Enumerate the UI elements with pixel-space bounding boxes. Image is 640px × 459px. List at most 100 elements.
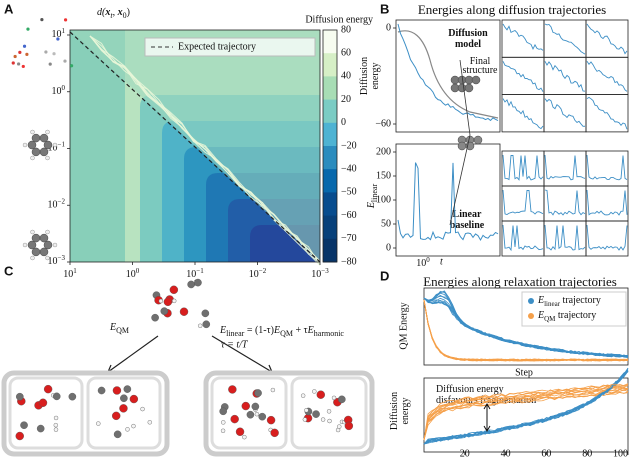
tick-label: 10−3 (48, 254, 66, 268)
subplot-frame (501, 220, 545, 257)
tick-exp: −2 (259, 267, 267, 275)
atom (266, 415, 276, 425)
atom (119, 404, 128, 413)
colorbar-tick: 60 (341, 47, 351, 58)
y-tick-label: 100 (376, 194, 391, 205)
y-tick-label: 0 (386, 242, 391, 253)
legend-box (144, 37, 316, 57)
equation: τ = t/T (221, 339, 249, 350)
atom (52, 142, 58, 148)
y-tick-label: 150 (376, 170, 391, 181)
atom (327, 418, 332, 424)
atom (26, 27, 30, 31)
atom (44, 50, 48, 54)
equation: Elinear = (1-τ)EQM + τEharmonic (219, 325, 344, 338)
y-label: Elinear (366, 184, 379, 210)
curve (423, 391, 629, 441)
x-tick-label: 60 (541, 448, 551, 459)
atom (251, 402, 260, 411)
subplot-frame (585, 56, 629, 95)
atom (31, 233, 41, 243)
tick-label: 10−3 (311, 267, 329, 281)
tick-exp: −2 (58, 197, 66, 205)
y-label: QM Energy (398, 302, 409, 349)
atom (129, 394, 139, 404)
subplot-curve (502, 98, 544, 130)
subplot-curve (544, 23, 586, 55)
legend-box (521, 291, 627, 327)
legend-text: Elinear trajectory (537, 295, 601, 307)
atom (39, 247, 49, 257)
atom (22, 142, 28, 148)
atom (160, 307, 169, 315)
atom (337, 424, 342, 429)
diffusion-top-text: Diffusionenergy Diffusion model Final stru… (359, 28, 498, 269)
tick-label: 100 (126, 267, 140, 281)
tick-base: 10 (311, 269, 321, 280)
subplot-curve (502, 61, 544, 92)
curve (423, 384, 629, 441)
atom (30, 229, 35, 235)
atom (254, 411, 260, 417)
x-tick-label: 100 (416, 256, 430, 270)
subplot-frame (585, 94, 629, 133)
atom (302, 417, 308, 422)
atom (457, 141, 467, 151)
atom (201, 309, 210, 318)
colorbar-cell (323, 169, 337, 193)
subplot-curve (586, 189, 628, 216)
atom (52, 392, 61, 401)
atom (53, 415, 59, 421)
atom (123, 385, 132, 393)
atom (13, 54, 17, 59)
tick-base: 10 (48, 200, 58, 211)
atom (344, 421, 354, 431)
atom (230, 414, 239, 424)
tick-exp: 1 (73, 267, 77, 275)
atom (300, 393, 306, 398)
atom (131, 423, 136, 429)
curve (423, 370, 629, 445)
atom (304, 408, 309, 413)
atom (169, 285, 179, 294)
subplot-curve (544, 61, 586, 92)
panel-title: Energies along diffusion trajectories (418, 2, 606, 17)
atom (43, 384, 53, 394)
legend-swatch (528, 313, 534, 319)
subplot-frame (501, 150, 545, 187)
subplot-frame (585, 19, 629, 58)
atom (172, 298, 177, 304)
subplot-frame (501, 185, 545, 222)
atom (11, 61, 15, 65)
colorbar-tick: −20 (341, 140, 357, 151)
atom (21, 64, 25, 69)
subplot-curve (544, 189, 586, 216)
atom (220, 428, 226, 433)
subplot-curve (502, 154, 544, 181)
tick-label: 10−2 (249, 267, 267, 281)
legend-symbol: E (537, 295, 544, 306)
atom (471, 75, 481, 85)
atom (270, 428, 279, 438)
colorbar-tick: −40 (341, 163, 357, 174)
pointer (459, 59, 471, 136)
tick-exp: 0 (62, 83, 66, 91)
atom (246, 410, 255, 419)
panel-label: D (380, 268, 389, 283)
atom (30, 129, 35, 135)
y-tick-label: 50 (381, 218, 391, 229)
colorbar-cell (323, 53, 337, 77)
legend-sub: linear (544, 300, 561, 308)
subplot-frame (585, 185, 629, 222)
atom (38, 398, 48, 407)
colorbar-tick: 0 (341, 117, 346, 128)
trajectory (89, 35, 321, 266)
subplot-frame (585, 220, 629, 257)
tick-base: 10 (48, 256, 58, 267)
atom (197, 323, 203, 328)
arrow-head (483, 403, 491, 432)
atom (36, 424, 45, 433)
legend-text: Expected trajectory (178, 41, 256, 52)
curve (397, 23, 499, 122)
